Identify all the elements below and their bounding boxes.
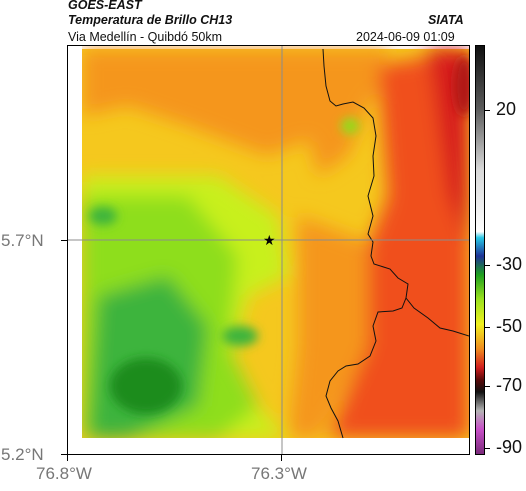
route-label: Via Medellín - Quibdó 50km bbox=[68, 30, 223, 44]
field-warm-edge bbox=[454, 56, 469, 116]
colorbar-label-minus-50: -50 bbox=[496, 316, 523, 336]
colorbar-label-minus-70: -70 bbox=[496, 375, 523, 395]
colorbar-tick-minus-30 bbox=[485, 265, 490, 266]
field-north-orange bbox=[82, 49, 318, 156]
colorbar-label-minus-90: -90 bbox=[496, 437, 523, 457]
colorbar-tick-20 bbox=[485, 110, 490, 111]
lat-label-5-7: 5.7°N bbox=[1, 231, 44, 250]
map-panel: ★ bbox=[67, 45, 470, 455]
satellite-title: GOES-EAST bbox=[68, 0, 142, 12]
lat-tick-1 bbox=[61, 240, 67, 241]
lon-label-76-3: 76.3°W bbox=[251, 464, 307, 483]
lon-tick-1 bbox=[67, 455, 68, 461]
field-cold-core bbox=[110, 358, 182, 414]
colorbar-label-minus-30: -30 bbox=[496, 254, 523, 274]
location-marker-star: ★ bbox=[263, 233, 276, 249]
field-cold-spot-north bbox=[341, 118, 359, 134]
colorbar-tick-minus-70 bbox=[485, 386, 490, 387]
colorbar-label-20: 20 bbox=[496, 99, 517, 119]
datetime-label: 2024-06-09 01:09 bbox=[356, 30, 455, 44]
lon-tick-2 bbox=[281, 455, 282, 461]
field-bottom-gap bbox=[68, 438, 469, 454]
field-left-gap bbox=[68, 46, 82, 454]
brightness-temperature-map: ★ bbox=[68, 46, 469, 454]
field-center-orange bbox=[288, 216, 378, 438]
field-cold-spot-west bbox=[89, 207, 117, 225]
temperature-field bbox=[68, 46, 469, 454]
colorbar-tick-minus-90 bbox=[485, 448, 490, 449]
agency-label: SIATA bbox=[428, 13, 464, 27]
product-title: Temperatura de Brillo CH13 bbox=[68, 13, 233, 27]
field-east-red-orange bbox=[328, 49, 469, 438]
lat-tick-2 bbox=[61, 454, 67, 455]
coastline-border bbox=[322, 48, 469, 337]
temperature-colorbar bbox=[475, 45, 485, 455]
lon-label-76-8: 76.8°W bbox=[36, 464, 92, 483]
field-north-center-orange bbox=[298, 49, 388, 176]
lat-label-5-2: 5.2°N bbox=[1, 445, 44, 464]
colorbar-tick-minus-50 bbox=[485, 327, 490, 328]
field-cold-spot-center bbox=[222, 326, 258, 346]
department-border bbox=[325, 297, 407, 439]
